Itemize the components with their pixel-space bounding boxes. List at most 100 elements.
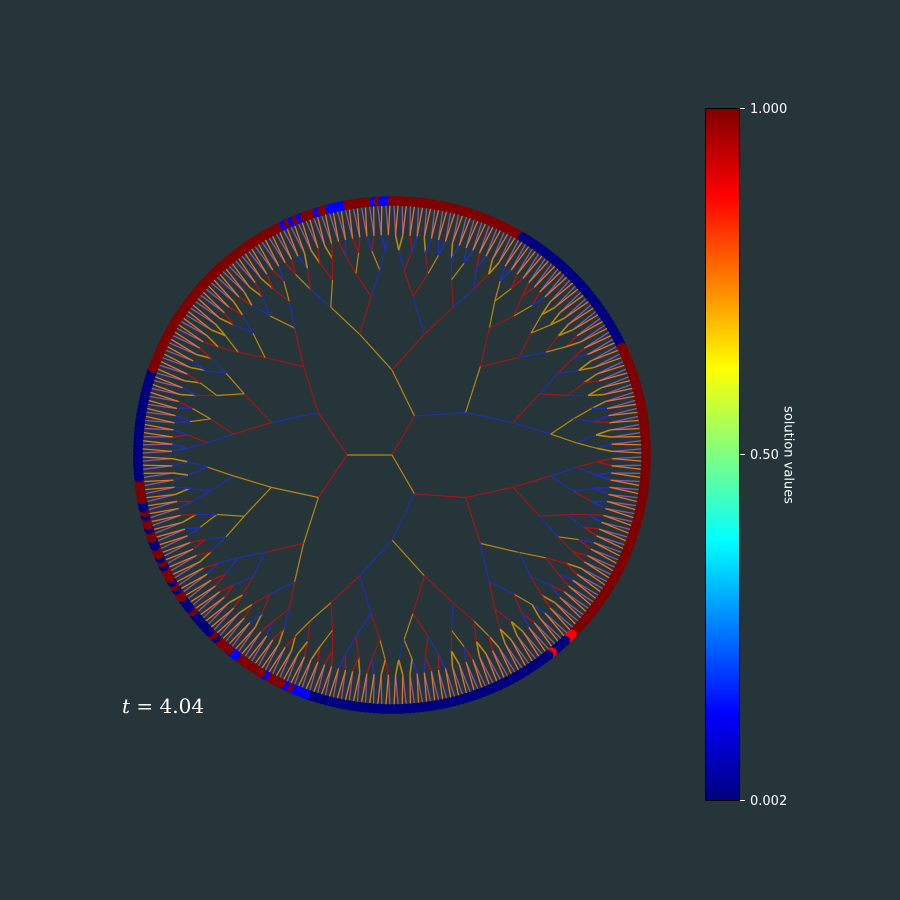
tree-edge [494,287,512,302]
tree-edge [513,296,523,317]
leaf-edge [580,327,608,343]
leaf-edge [533,265,556,288]
leaf-edge [159,535,188,550]
leaf-edge [305,220,319,249]
tree-edge [283,608,290,630]
leaf-edge [199,294,225,314]
tree-edge [330,651,334,667]
tree-edge [541,594,556,604]
tree-edge [487,259,494,275]
leaf-edge [559,596,585,616]
leaf-edge [544,273,565,298]
leaf-edge [544,276,568,298]
leaf-edge [409,674,416,705]
leaf-edge [279,650,293,679]
leaf-edge [472,222,487,251]
tree-edge [512,393,541,424]
tree-edge [254,613,263,628]
leaf-edge [377,205,382,236]
tree-edge [424,238,433,254]
leaf-edge [444,211,452,242]
tree-edge [214,573,226,587]
leaf-edge [268,646,286,673]
tree-edge [317,412,348,456]
tree-edge [310,646,321,661]
tree-edge [409,235,413,252]
tree-edge [203,562,219,569]
leaf-edge [568,585,595,603]
tree-edge [463,646,474,661]
tree-edge [171,447,188,453]
tree-edge [330,306,361,335]
leaf-edge [576,573,604,590]
leaf-edge [231,262,251,288]
tree-edge [337,241,347,256]
leaf-edge [610,427,641,431]
tree-edge [595,429,611,436]
leaf-edge [605,395,636,403]
leaf-edge [472,659,487,688]
tree-edge [252,552,266,578]
leaf-edge [187,310,212,331]
tree-edge [214,323,226,337]
leaf-edge [301,221,312,251]
tree-edge [540,594,551,609]
leaf-edge [423,207,432,238]
leaf-edge [596,360,625,375]
leaf-edge [590,345,618,362]
leaf-edge [166,548,194,565]
tree-edge [473,620,478,642]
leaf-edge [458,664,472,693]
leaf-edge [151,383,181,396]
leaf-edge [587,342,616,356]
leaf-edge [213,607,235,631]
tree-edge [550,317,565,326]
leaf-edge [301,659,312,689]
tree-edge [303,366,319,413]
tree-edge [463,247,467,264]
tree-edge [465,366,481,413]
tree-edge [578,538,594,544]
leaf-edge [216,276,240,298]
tree-edge [243,393,272,424]
leaf-edge [158,535,188,546]
leaf-edge [172,334,200,349]
leaf-edge [510,639,527,667]
tree-edge [319,262,334,281]
tree-edge [330,279,334,308]
tree-edge [266,621,274,637]
leaf-edge [257,243,274,271]
tree-edge [269,315,295,329]
tree-edge [186,442,208,449]
leaf-edge [608,411,639,417]
leaf-edge [533,622,556,645]
tree-edge [233,475,272,488]
leaf-edge [216,612,240,634]
tree-edge [573,490,592,503]
tree-edge [583,526,598,537]
tree-edge [190,366,206,372]
leaf-edge [563,591,590,610]
leaf-edge [580,567,608,583]
leaf-edge [451,213,460,244]
tree-edge [175,487,191,496]
leaf-edge [172,561,200,576]
leaf-edge [444,212,456,242]
leaf-edge [178,567,204,586]
leaf-edge [609,419,640,424]
leaf-edge [182,573,208,593]
leaf-edge [576,320,604,337]
leaf-edge [610,479,641,487]
tree-edge [249,286,263,298]
tree-edge [494,608,501,630]
tree-edge [175,414,191,423]
tree-edge [272,269,285,282]
leaf-edge [437,669,448,700]
leaf-edge [576,573,602,593]
leaf-edge [590,349,620,362]
leaf-edge [187,579,212,600]
tree-edge [272,287,290,302]
leaf-edge [504,643,520,671]
tree-edge [499,266,506,282]
leaf-edge [498,646,516,673]
